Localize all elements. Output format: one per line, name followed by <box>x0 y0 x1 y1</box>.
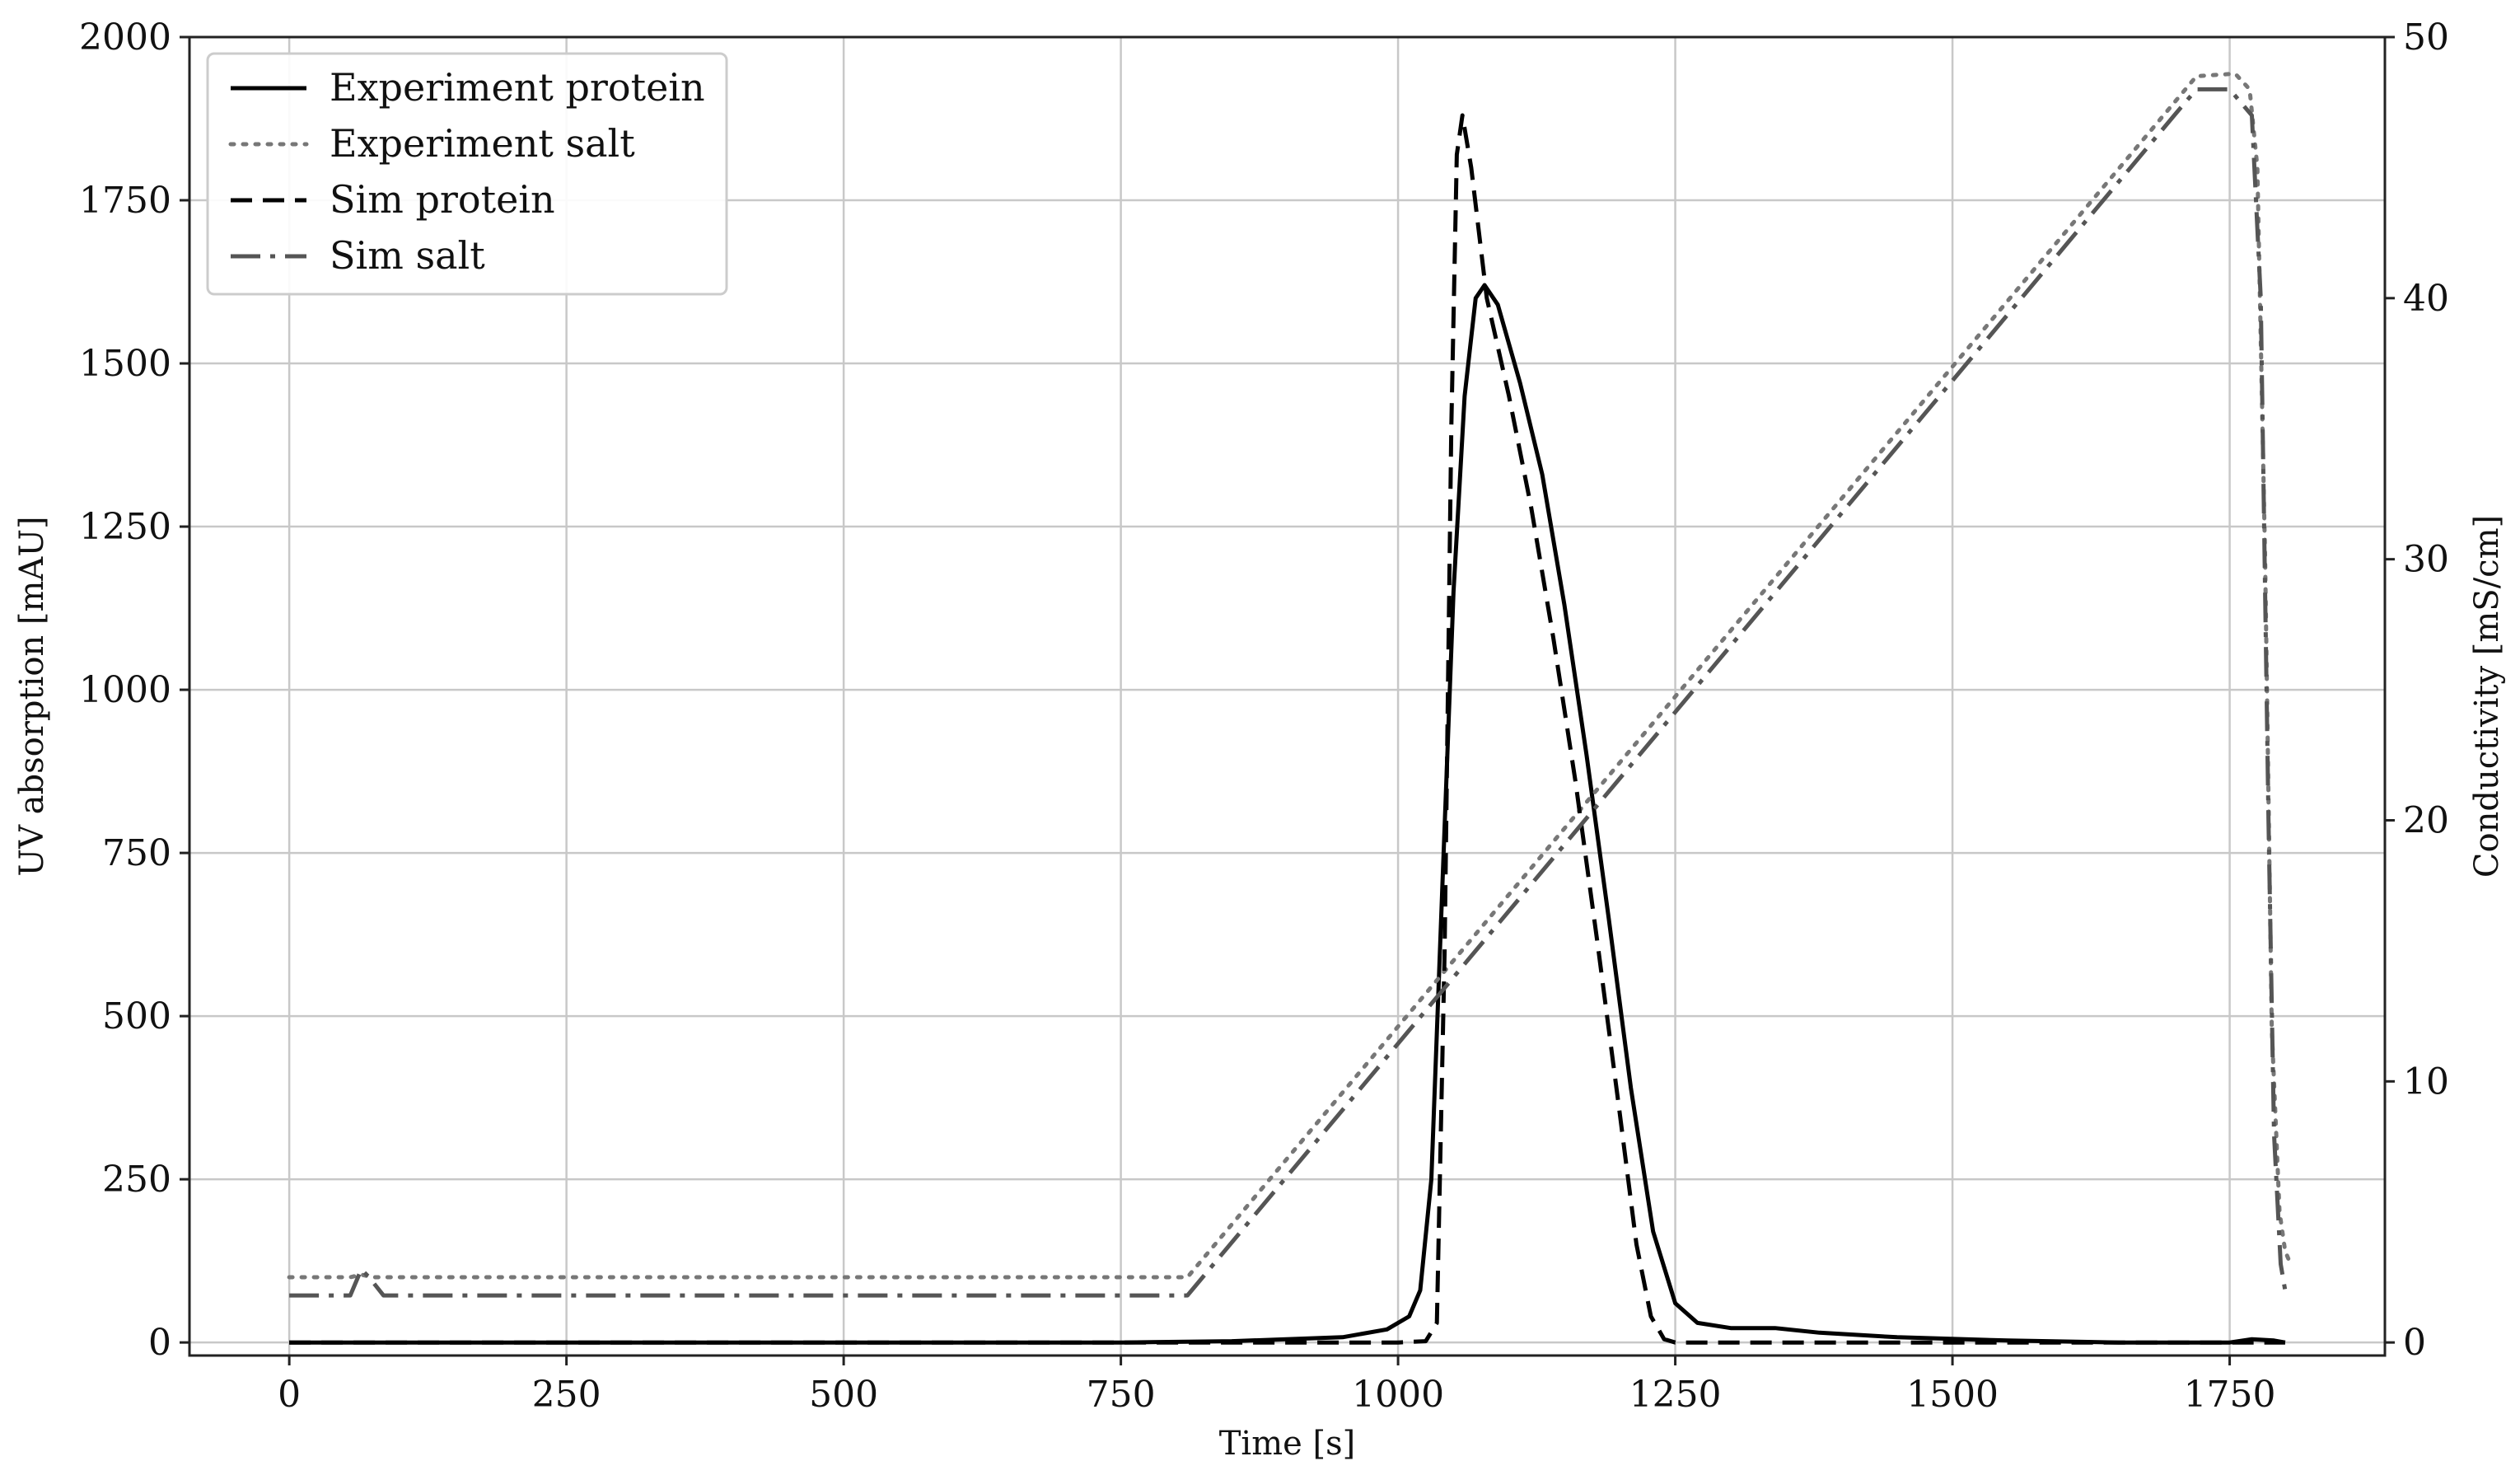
series-line-sim-salt <box>289 87 2288 1298</box>
x-tick-label: 1000 <box>1352 1374 1444 1416</box>
y2-tick-label: 50 <box>2403 16 2449 59</box>
y-tick-label: 750 <box>102 832 171 874</box>
x-tick-label: 750 <box>1087 1374 1156 1416</box>
y-tick-label: 2000 <box>79 16 171 59</box>
y-tick-label: 500 <box>102 995 171 1037</box>
legend-label-sim-salt: Sim salt <box>330 233 485 278</box>
plot-frame <box>188 35 2387 1357</box>
legend-box <box>206 52 728 296</box>
y2-tick-label: 0 <box>2403 1322 2426 1364</box>
x-tick-label: 0 <box>278 1374 301 1416</box>
legend-label-sim-protein: Sim protein <box>330 177 555 222</box>
y-axis-title: UV absorption [mAU] <box>13 516 51 876</box>
x-tick-label: 250 <box>532 1374 601 1416</box>
y-tick-label: 1750 <box>79 180 171 222</box>
legend-label-experiment-salt: Experiment salt <box>330 121 635 166</box>
x-tick-label: 500 <box>809 1374 878 1416</box>
x-tick-label: 1750 <box>2184 1374 2276 1416</box>
y-tick-label: 250 <box>102 1159 171 1201</box>
y2-tick-label: 10 <box>2403 1061 2449 1103</box>
x-axis-title: Time [s] <box>1219 1425 1356 1463</box>
series-layer <box>287 71 2293 1345</box>
legend: Experiment protein Experiment salt Sim p… <box>206 52 728 296</box>
series-line-sim-protein <box>289 113 2285 1345</box>
y-tick-label: 1000 <box>79 669 171 711</box>
y2-axis-title: Conductivity [mS/cm] <box>2468 515 2506 878</box>
y-tick-label: 1250 <box>79 506 171 548</box>
y2-tick-label: 20 <box>2403 799 2449 841</box>
x-tick-label: 1250 <box>1629 1374 1722 1416</box>
ticks: 0 250 500 750 1000 1250 1500 175002505007501000… <box>79 16 2449 1416</box>
y-tick-label: 0 <box>148 1322 171 1364</box>
legend-label-experiment-protein: Experiment protein <box>330 65 705 110</box>
y2-tick-label: 30 <box>2403 539 2449 581</box>
series-line-experiment-protein <box>289 283 2286 1345</box>
x-tick-label: 1500 <box>1906 1374 1999 1416</box>
y2-tick-label: 40 <box>2403 278 2449 320</box>
y-tick-label: 1500 <box>79 343 171 385</box>
